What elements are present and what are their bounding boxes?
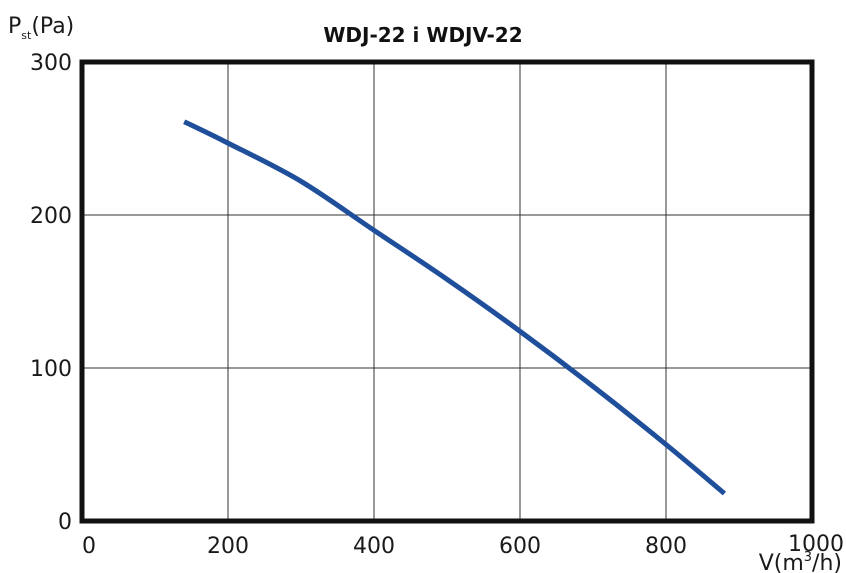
x-axis-label: V(m3/h) (759, 550, 842, 573)
y-axis-ticks: 0 100 200 300 (30, 51, 72, 535)
x-axis-ticks: 0 200 400 600 800 1000 (82, 532, 844, 559)
x-tick-label: 800 (645, 534, 687, 559)
y-axis-label: Pst(Pa) (8, 14, 74, 42)
y-tick-label: 0 (58, 510, 72, 535)
chart-title: WDJ-22 i WDJV-22 (323, 23, 522, 47)
plot-frame (79, 59, 815, 524)
x-tick-label: 1000 (788, 532, 844, 557)
grid (82, 62, 812, 521)
series (183, 119, 727, 496)
x-tick-label: 200 (207, 534, 249, 559)
x-tick-label: 0 (82, 534, 96, 559)
x-tick-label: 600 (499, 534, 541, 559)
x-tick-label: 400 (353, 534, 395, 559)
series-line (183, 119, 727, 496)
y-tick-label: 300 (30, 51, 72, 76)
y-tick-label: 200 (30, 204, 72, 229)
y-tick-label: 100 (30, 357, 72, 382)
